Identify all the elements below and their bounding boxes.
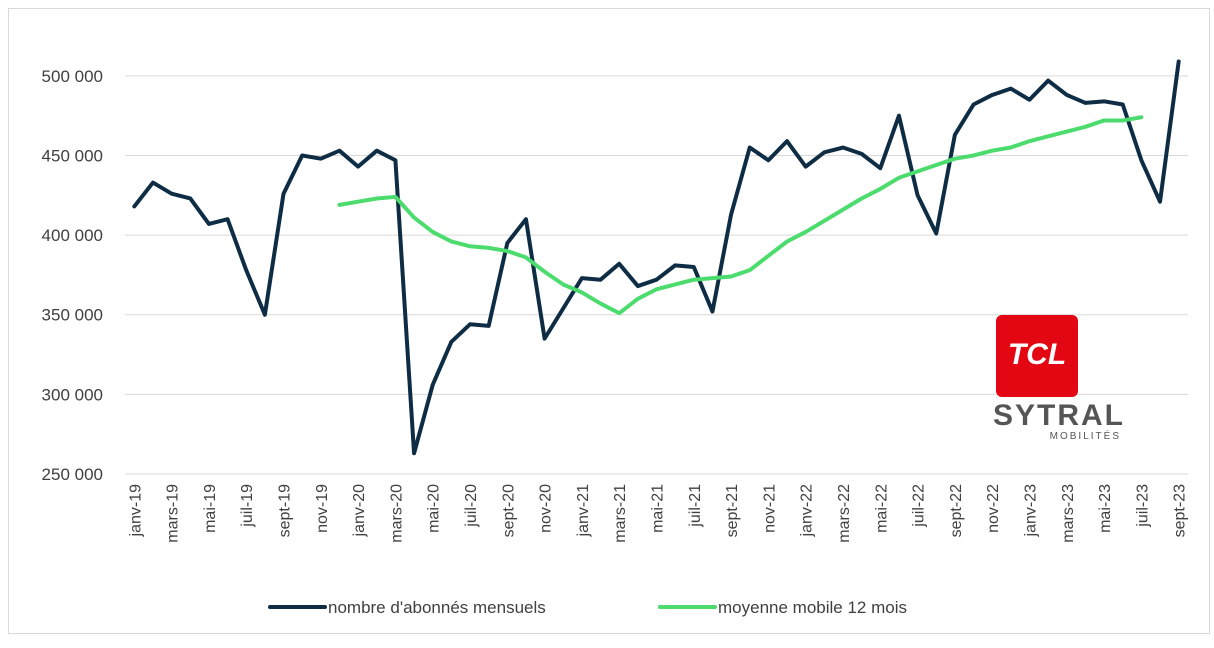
series-line	[132, 59, 1181, 456]
x-tick-label: janv-22	[799, 484, 816, 538]
y-tick-label: 500 000	[42, 67, 103, 86]
x-tick-label: janv-20	[351, 484, 368, 538]
x-tick-label: juil-22	[911, 484, 928, 528]
x-tick-label: nov-22	[985, 484, 1002, 533]
logo-text: SYTRAL	[993, 399, 1125, 432]
x-tick-label: nov-19	[314, 484, 331, 533]
x-tick-label: juil-20	[463, 484, 480, 528]
legend-label: nombre d'abonnés mensuels	[328, 598, 546, 617]
x-tick-label: mars-21	[612, 484, 629, 543]
y-tick-label: 400 000	[42, 226, 103, 245]
x-tick-label: mars-23	[1060, 484, 1077, 543]
x-tick-label: sept-21	[724, 484, 741, 537]
x-tick-label: nov-20	[538, 484, 555, 533]
x-tick-label: nov-21	[761, 484, 778, 533]
legend-label: moyenne mobile 12 mois	[718, 598, 907, 617]
x-tick-label: juil-21	[687, 484, 704, 528]
y-tick-label: 300 000	[42, 385, 103, 404]
y-tick-label: 450 000	[42, 146, 103, 165]
x-tick-label: mai-22	[873, 484, 890, 533]
x-tick-label: janv-23	[1022, 484, 1039, 538]
x-tick-label: janv-21	[575, 484, 592, 538]
logo-badge-text: TCL	[1008, 338, 1066, 371]
y-tick-label: 250 000	[42, 465, 103, 484]
x-tick-label: mai-19	[202, 484, 219, 533]
x-tick-label: sept-22	[948, 484, 965, 537]
x-tick-label: mai-21	[650, 484, 667, 533]
y-tick-label: 350 000	[42, 306, 103, 325]
x-tick-label: sept-19	[277, 484, 294, 537]
x-tick-label: mars-20	[388, 484, 405, 543]
x-tick-label: sept-20	[500, 484, 517, 537]
x-tick-label: juil-19	[239, 484, 256, 528]
x-tick-label: sept-23	[1172, 484, 1189, 537]
logo-badge	[996, 315, 1078, 397]
x-tick-label: juil-23	[1134, 484, 1151, 528]
x-tick-label: janv-19	[127, 484, 144, 538]
logo-subtext: MOBILITÉS	[1050, 429, 1121, 442]
x-tick-label: mai-20	[426, 484, 443, 533]
logo: TCL SYTRAL MOBILITÉS	[993, 315, 1125, 442]
series-line	[337, 115, 1144, 316]
x-tick-label: mars-22	[836, 484, 853, 543]
x-tick-label: mars-19	[165, 484, 182, 543]
x-tick-label: mai-23	[1097, 484, 1114, 533]
